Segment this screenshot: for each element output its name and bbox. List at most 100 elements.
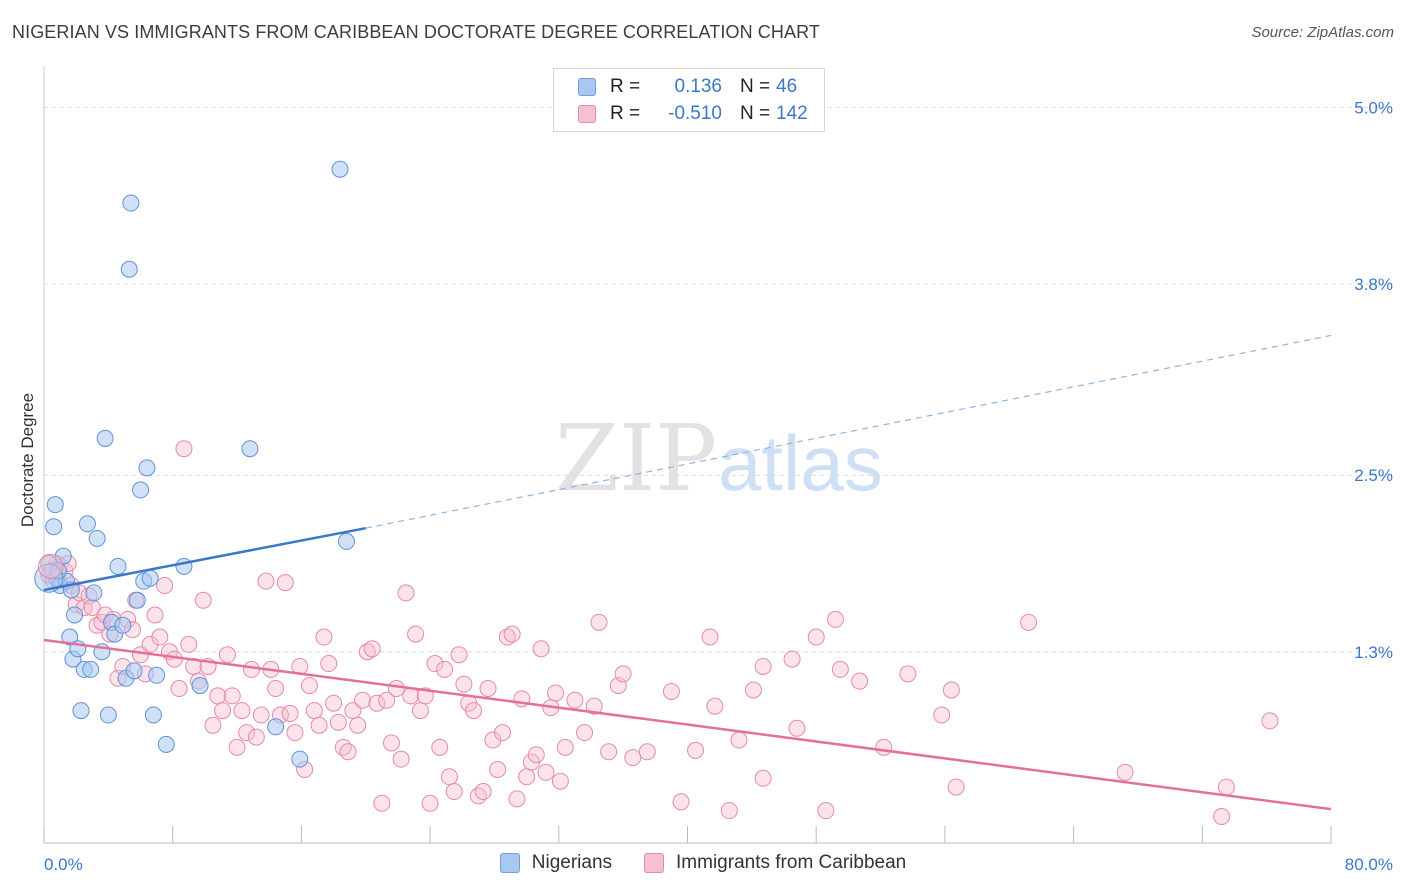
- caribbean-point: [156, 577, 174, 595]
- caribbean-point: [493, 724, 511, 742]
- caribbean-point: [537, 763, 555, 781]
- legend-row-nigerians: R = 0.136 N = 46: [578, 75, 824, 99]
- nigerian-point: [122, 194, 140, 212]
- nigerian-point: [114, 616, 132, 634]
- nigerian-point: [109, 557, 127, 575]
- caribbean-point: [209, 687, 227, 705]
- caribbean-point: [479, 680, 497, 698]
- caribbean-point: [527, 746, 545, 764]
- caribbean-point: [354, 691, 372, 709]
- r-value: -0.510: [668, 103, 722, 124]
- y-tick-label: 5.0%: [1354, 98, 1393, 117]
- caribbean-point: [378, 691, 396, 709]
- nigerian-point: [88, 529, 106, 547]
- caribbean-point: [518, 768, 536, 786]
- caribbean-point: [585, 697, 603, 715]
- nigerian-point: [82, 660, 100, 678]
- x-tick-label-max: 80.0%: [1345, 855, 1393, 874]
- caribbean-point: [286, 724, 304, 742]
- caribbean-point: [214, 702, 232, 720]
- x-tick-label-min: 0.0%: [44, 855, 83, 874]
- correlation-legend: R = 0.136 N = 46 R = -0.510 N = 142: [553, 68, 825, 132]
- watermark-zip: ZIP: [555, 405, 717, 512]
- caribbean-point: [440, 768, 458, 786]
- nigerian-point: [125, 662, 143, 680]
- caribbean-point: [783, 650, 801, 668]
- caribbean-point: [851, 672, 869, 690]
- legend-item-nigerians[interactable]: Nigerians: [499, 852, 612, 874]
- r-value: 0.136: [674, 76, 722, 97]
- caribbean-point: [687, 741, 705, 759]
- n-value: 142: [776, 103, 808, 124]
- nigerian-point: [148, 666, 166, 684]
- caribbean-point: [310, 716, 328, 734]
- nigerian-point: [132, 481, 150, 499]
- caribbean-point: [281, 705, 299, 723]
- nigerian-point: [157, 735, 175, 753]
- caribbean-point: [175, 440, 193, 458]
- caribbean-point: [194, 591, 212, 609]
- nigerian-point: [144, 706, 162, 724]
- nigerian-point: [128, 591, 146, 609]
- r-label: R =: [610, 103, 641, 124]
- y-tick-label: 3.8%: [1354, 275, 1393, 294]
- caribbean-point: [247, 728, 265, 746]
- caribbean-point: [243, 660, 261, 678]
- nigerian-point: [45, 518, 63, 536]
- caribbean-point: [817, 802, 835, 820]
- caribbean-point: [933, 706, 951, 724]
- caribbean-point: [358, 643, 376, 661]
- nigerian-point: [85, 584, 103, 602]
- caribbean-point: [1020, 613, 1038, 631]
- caribbean-point: [638, 743, 656, 761]
- caribbean-point: [754, 657, 772, 675]
- caribbean-point: [204, 716, 222, 734]
- caribbean-point: [368, 694, 386, 712]
- y-tick-label: 2.5%: [1354, 466, 1393, 485]
- caribbean-point: [508, 790, 526, 808]
- n-label: N =: [740, 76, 771, 97]
- y-tick-label: 1.3%: [1354, 643, 1393, 662]
- r-label: R =: [610, 76, 641, 97]
- caribbean-point: [407, 625, 425, 643]
- nigerian-point: [241, 440, 259, 458]
- caribbean-point: [489, 760, 507, 778]
- caribbean-point: [151, 628, 169, 646]
- caribbean-point: [238, 724, 256, 742]
- n-label: N =: [740, 103, 771, 124]
- caribbean-point: [614, 665, 632, 683]
- caribbean-point: [436, 660, 454, 678]
- caribbean-point: [450, 646, 468, 664]
- nigerian-point: [331, 160, 349, 178]
- caribbean-point: [349, 716, 367, 734]
- caribbean-point: [556, 738, 574, 756]
- series-legend: Nigerians Immigrants from Caribbean: [0, 852, 1406, 874]
- caribbean-point: [662, 682, 680, 700]
- caribbean-point: [445, 783, 463, 801]
- caribbean-swatch: [578, 105, 596, 123]
- caribbean-point: [426, 655, 444, 673]
- caribbean-point: [532, 640, 550, 658]
- caribbean-point: [807, 628, 825, 646]
- caribbean-point: [180, 635, 198, 653]
- watermark-atlas: atlas: [718, 419, 883, 507]
- caribbean-point: [397, 584, 415, 602]
- caribbean-point: [1261, 712, 1279, 730]
- n-value: 46: [776, 76, 798, 97]
- legend-item-caribbean[interactable]: Immigrants from Caribbean: [644, 852, 906, 874]
- nigerians-trendline: [43, 526, 366, 592]
- caribbean-point: [315, 628, 333, 646]
- chart-title: NIGERIAN VS IMMIGRANTS FROM CARIBBEAN DO…: [12, 22, 820, 42]
- caribbean-point: [1116, 763, 1134, 781]
- nigerian-point: [191, 677, 209, 695]
- caribbean-point: [827, 610, 845, 628]
- caribbean-point: [431, 738, 449, 756]
- caribbean-cluster-point: [37, 553, 63, 579]
- caribbean-point: [320, 655, 338, 673]
- caribbean-point: [402, 687, 420, 705]
- nigerian-point: [78, 515, 96, 533]
- caribbean-point: [474, 783, 492, 801]
- caribbean-legend-swatch: [644, 853, 665, 873]
- caribbean-point: [624, 749, 642, 767]
